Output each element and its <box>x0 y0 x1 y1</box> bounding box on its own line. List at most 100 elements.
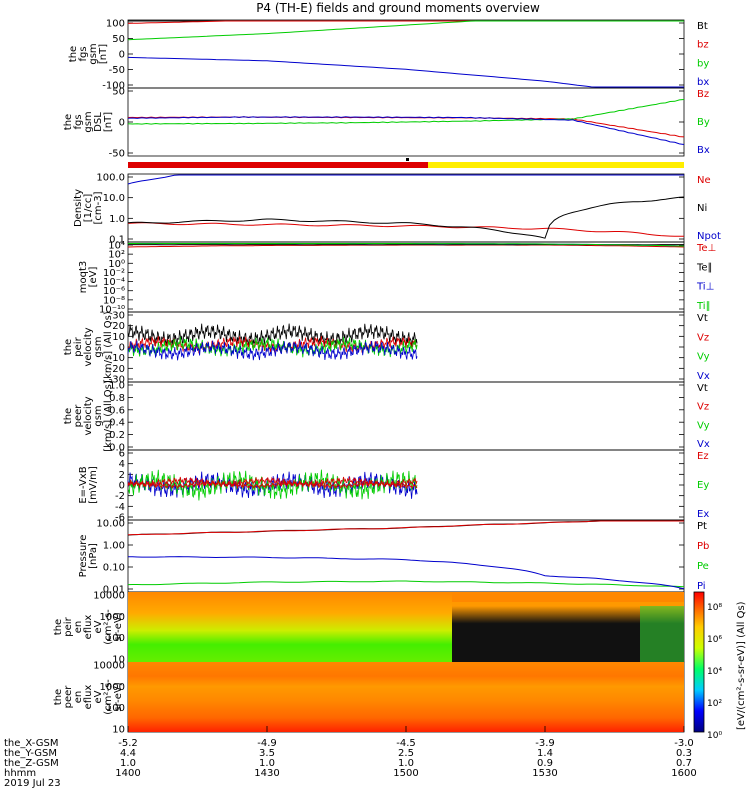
y-tick-label: 10⁴ <box>108 241 125 252</box>
y-axis-label-line: the <box>68 46 79 62</box>
y-axis-label: Pressure [nPa] <box>78 535 99 578</box>
y-tick-label: 1.00 <box>103 541 125 552</box>
y-axis-label-line: peer <box>73 404 84 428</box>
y-axis-label-line: [nPa] <box>88 543 99 569</box>
legends: BtbzbybxBzByBxNeNiNpotTe⊥Te∥Ti⊥Ti∥VtVzVy… <box>696 21 747 741</box>
legend-entry: Te⊥ <box>696 243 716 254</box>
y-axis-label-line: [nT] <box>103 112 114 132</box>
x-axis-value: -3.9 <box>535 738 555 749</box>
y-tick-labels: 100500-50-100500-50100.010.01.00.110⁴10²… <box>93 19 684 736</box>
y-axis-label-line: (cm²-s- <box>103 679 114 715</box>
series-line-Npot <box>127 174 684 185</box>
series-line-Ni <box>127 196 685 239</box>
x-axis-value: 1430 <box>254 768 279 779</box>
legend-entry: Vt <box>697 383 708 394</box>
series-line-By <box>127 99 685 125</box>
x-axis-labels: the_X-GSM -5.2 -4.9 -4.5 -3.9 -3.0 the_Y-GSM 4.… <box>4 726 697 789</box>
legend-entry: Pb <box>697 541 709 552</box>
y-axis-label-line: sr-eV) <box>113 682 124 711</box>
y-tick-label: 100 <box>106 19 125 30</box>
legend-entry: Vy <box>697 352 710 363</box>
legend-entry: bz <box>697 40 709 51</box>
y-axis-label-line: eflux <box>83 615 94 640</box>
series-line-Pt <box>127 520 684 536</box>
y-tick-label: 0.2 <box>109 430 125 441</box>
y-tick-label: 2 <box>119 470 125 481</box>
y-axis-label: the peer velocity gsm [km/s] (All Qs) <box>63 380 114 452</box>
x-axis-value: 1400 <box>115 768 140 779</box>
y-tick-label: -100 <box>102 81 125 92</box>
series-line-Te⊥ <box>127 244 685 248</box>
colorbar-tick-label: 10⁰ <box>707 731 722 741</box>
x-axis-value: -5.2 <box>118 738 138 749</box>
y-tick-label: 0.4 <box>109 418 125 429</box>
x-axis-value: 1530 <box>532 768 557 779</box>
series-line-Pe <box>127 580 685 588</box>
legend-entry: Bx <box>697 145 710 156</box>
x-axis-value: 0.7 <box>676 758 692 769</box>
y-axis-label-line: fgs <box>73 114 84 129</box>
y-axis-label-line: velocity <box>83 396 94 435</box>
y-tick-label: 10 <box>112 725 125 736</box>
x-axis-value: 2.5 <box>398 748 414 759</box>
x-axis-row-name: the_X-GSM <box>4 738 58 749</box>
colorbar-tick-label: 10⁴ <box>707 667 722 677</box>
y-tick-label: 0.6 <box>109 405 125 416</box>
legend-entry: bx <box>697 77 709 88</box>
y-axis-label-line: gsm <box>93 336 104 357</box>
y-axis-label-line: the <box>63 408 74 424</box>
y-axis-label: the fgs gsm [nT] <box>68 43 109 64</box>
y-tick-label: 0 <box>119 481 125 492</box>
y-axis-label-line: moqt3 <box>78 261 89 294</box>
y-tick-label: 0.0 <box>109 443 125 454</box>
y-axis-label-line: (cm²-s- <box>103 609 114 645</box>
y-tick-label: 1.0 <box>109 214 125 225</box>
y-tick-label: 10⁻⁶ <box>103 286 125 297</box>
y-tick-label: 10⁻¹⁰ <box>99 305 125 316</box>
y-axis-label-line: eflux <box>83 685 94 710</box>
y-axis-label-line: the <box>53 689 64 705</box>
y-axis-label: moqt3 [eV] <box>78 261 99 294</box>
y-axis-label-line: [mV/m] <box>88 466 99 504</box>
y-tick-label: 1000 <box>100 682 125 693</box>
colorbar <box>693 591 705 733</box>
y-axis-label-line: gsm <box>83 111 94 132</box>
series-noise <box>127 475 418 489</box>
x-axis-value: 1.0 <box>120 758 136 769</box>
y-axis-label-line: sr-eV) <box>113 612 124 641</box>
y-tick-label: 10000 <box>93 661 125 672</box>
legend-entry: Pi <box>697 581 706 592</box>
series-noise <box>127 480 418 490</box>
x-axis-value: -4.5 <box>396 738 416 749</box>
y-tick-label: 0.8 <box>109 393 125 404</box>
x-axis-value: 3.5 <box>259 748 275 759</box>
legend-entry: Vx <box>697 371 710 382</box>
y-axis-label-line: peir <box>63 616 74 636</box>
y-tick-label: 100.0 <box>96 173 125 184</box>
y-axis-label-line: peer <box>63 685 74 709</box>
y-tick-label: 0 <box>119 343 125 354</box>
legend-entry: Bt <box>697 21 708 32</box>
y-tick-label: -50 <box>109 65 125 76</box>
series-line-Pi <box>127 556 685 590</box>
y-tick-label: 10000 <box>93 591 125 602</box>
mode-bar <box>128 158 684 168</box>
legend-entry: Vx <box>697 439 710 450</box>
colorbar-tick-label: 10⁸ <box>707 603 722 613</box>
legend-entry: Bz <box>697 89 709 100</box>
x-axis-row-name: hhmm <box>4 768 36 779</box>
y-tick-label: 30 <box>112 311 125 322</box>
y-tick-label: 1.0 <box>109 381 125 392</box>
y-tick-label: -20 <box>109 364 125 375</box>
x-axis-value: 0.3 <box>676 748 692 759</box>
legend-entry: Ey <box>697 480 709 491</box>
y-tick-label: 10⁻⁴ <box>103 277 125 288</box>
series-noise <box>127 340 418 361</box>
legend-entry: Vz <box>697 402 709 413</box>
colorbar-tick-label: 10⁶ <box>707 635 722 645</box>
y-axis-label-line: [km/s] (All Qs) <box>103 380 114 452</box>
data-lines <box>127 20 685 590</box>
y-axis-label-line: DSL <box>93 112 104 132</box>
y-axis-labels: the fgs gsm [nT]the fgs gsm DSL [nT]Density [1/c… <box>53 43 124 714</box>
legend-entry: Ne <box>697 175 711 186</box>
